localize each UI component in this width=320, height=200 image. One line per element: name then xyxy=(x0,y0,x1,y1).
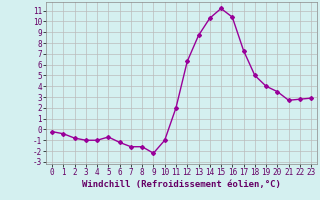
X-axis label: Windchill (Refroidissement éolien,°C): Windchill (Refroidissement éolien,°C) xyxy=(82,180,281,189)
